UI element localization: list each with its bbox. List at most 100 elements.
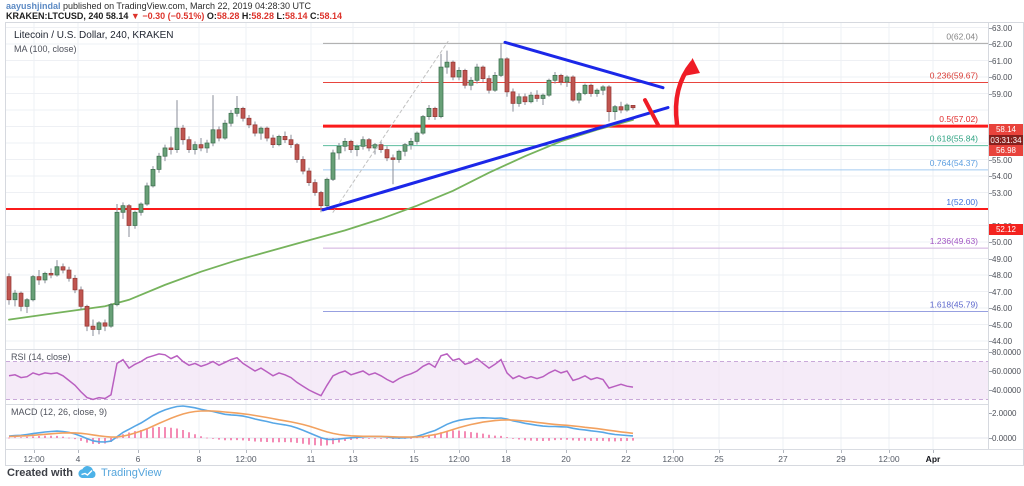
macd-axis-label: 0.0000 xyxy=(988,434,1017,443)
time-axis-label: 18 xyxy=(501,454,511,464)
time-axis-label: 22 xyxy=(621,454,631,464)
time-tick xyxy=(246,450,247,453)
rsi-axis-label: 40.0000 xyxy=(989,386,1021,395)
dashed-guide-line[interactable] xyxy=(332,41,449,213)
price-axis-label: 54.00 xyxy=(988,172,1013,181)
symbol-header: KRAKEN:LTCUSD, 240 58.14 ▼ −0.30 (−0.51%… xyxy=(6,11,342,21)
up-arrow-head xyxy=(684,57,700,76)
time-axis-label: 4 xyxy=(75,454,81,464)
chart-legend-title[interactable]: Litecoin / U.S. Dollar, 240, KRAKEN xyxy=(14,30,174,41)
price-axis-label: 44.00 xyxy=(988,337,1013,346)
rsi-line[interactable] xyxy=(8,353,634,401)
open-label: O: xyxy=(206,11,217,21)
time-axis-label: 6 xyxy=(135,454,141,464)
time-tick xyxy=(414,450,415,453)
low-value: 58.14 xyxy=(284,11,308,21)
rsi-band xyxy=(6,361,988,400)
price-axis-label: 47.00 xyxy=(988,287,1013,297)
time-tick xyxy=(841,450,842,453)
time-tick xyxy=(459,450,460,453)
time-axis-label: Apr xyxy=(925,454,941,464)
time-tick xyxy=(783,450,784,453)
price-badge: 56.98 xyxy=(989,145,1023,156)
price-axis-label: 59.00 xyxy=(988,89,1013,99)
time-axis-label: 25 xyxy=(714,454,724,464)
svg-text:0(62.04): 0(62.04) xyxy=(946,31,978,41)
high-label: H: xyxy=(241,11,252,21)
time-axis-label: 11 xyxy=(306,454,316,464)
time-axis-label: 27 xyxy=(778,454,788,464)
close-label: C: xyxy=(310,11,320,21)
price-axis-label: 62.00 xyxy=(988,40,1013,49)
price-pane[interactable]: 0(62.04) 0.236(59.67) 0.5(57.02) 0.618(55.8… xyxy=(6,23,988,349)
time-axis-label: 12:00 xyxy=(662,454,684,464)
created-with-footer: Created with TradingView xyxy=(7,466,162,479)
time-tick xyxy=(673,450,674,453)
tradingview-cloud-icon xyxy=(78,466,96,478)
time-axis[interactable]: 12:00 4 6 8 12:00 11 13 15 12:00 18 20 22 12:00 25 27 2… xyxy=(6,449,1023,465)
time-tick xyxy=(566,450,567,453)
time-tick xyxy=(34,450,35,453)
symbol-name[interactable]: KRAKEN:LTCUSD, 240 xyxy=(6,11,104,21)
publish-text: published on TradingView.com, March 22, … xyxy=(60,1,312,11)
ma100-line[interactable] xyxy=(8,119,634,321)
chart-container[interactable]: 0(62.04) 0.236(59.67) 0.5(57.02) 0.618(55.8… xyxy=(5,22,1024,466)
time-tick xyxy=(626,450,627,453)
price-badge: 52.12 xyxy=(989,224,1023,235)
time-axis-label: 12:00 xyxy=(23,454,45,464)
high-value: 58.28 xyxy=(251,11,274,21)
price-axis-label: 49.00 xyxy=(988,254,1013,264)
pane-separator[interactable] xyxy=(6,349,1023,350)
time-axis-label: 15 xyxy=(409,454,419,464)
bar-countdown-badge: 03:31:34 xyxy=(989,135,1023,146)
price-change: ▼ −0.30 (−0.51%) xyxy=(130,11,205,21)
time-axis-label: 12:00 xyxy=(448,454,470,464)
pane-separator[interactable] xyxy=(6,404,1023,405)
rsi-axis-label: 80.0000 xyxy=(989,348,1021,357)
price-axis-label: 63.00 xyxy=(988,23,1013,33)
rsi-label[interactable]: RSI (14, close) xyxy=(11,352,71,362)
blue-trendline[interactable] xyxy=(321,106,670,212)
time-tick xyxy=(311,450,312,453)
svg-text:0.618(55.84): 0.618(55.84) xyxy=(930,134,978,144)
rsi-pane[interactable] xyxy=(6,349,988,404)
ma-legend[interactable]: MA (100, close) xyxy=(14,44,77,54)
price-axis-label: 53.00 xyxy=(988,188,1013,198)
open-value: 58.28 xyxy=(216,11,240,21)
time-tick xyxy=(138,450,139,453)
candlesticks xyxy=(6,43,636,337)
tradingview-brand[interactable]: TradingView xyxy=(101,466,162,479)
time-axis-label: 29 xyxy=(836,454,846,464)
svg-text:1.236(49.63): 1.236(49.63) xyxy=(930,236,978,246)
macd-signal-line[interactable] xyxy=(8,410,634,438)
price-axis[interactable]: 63.0062.0061.0060.0059.0056.0055.0054.00… xyxy=(988,23,1023,449)
red-cross-mark[interactable] xyxy=(643,98,660,127)
svg-text:0.5(57.02): 0.5(57.02) xyxy=(939,114,978,124)
drawing-annotations[interactable] xyxy=(321,40,700,213)
author-link[interactable]: aayushjindal xyxy=(6,1,61,11)
time-tick xyxy=(933,450,934,453)
svg-text:0.236(59.67): 0.236(59.67) xyxy=(930,70,978,80)
time-axis-label: 13 xyxy=(348,454,358,464)
last-price: 58.14 xyxy=(105,11,129,21)
macd-label[interactable]: MACD (12, 26, close, 9) xyxy=(11,407,108,417)
created-with-text: Created with xyxy=(7,466,74,479)
blue-trendline[interactable] xyxy=(503,40,665,90)
time-axis-label: 8 xyxy=(196,454,202,464)
price-axis-label: 48.00 xyxy=(988,271,1013,280)
macd-pane[interactable] xyxy=(6,404,988,449)
price-axis-label: 61.00 xyxy=(988,56,1013,66)
time-tick xyxy=(353,450,354,453)
price-badge: 58.14 xyxy=(989,124,1023,135)
svg-text:0.764(54.37): 0.764(54.37) xyxy=(930,158,978,168)
price-axis-label: 45.00 xyxy=(988,320,1013,330)
time-axis-label: 12:00 xyxy=(878,454,900,464)
price-axis-label: 60.00 xyxy=(988,73,1013,82)
svg-text:1.618(45.79): 1.618(45.79) xyxy=(930,299,978,309)
price-axis-label: 46.00 xyxy=(988,304,1013,313)
time-tick xyxy=(889,450,890,453)
time-tick xyxy=(199,450,200,453)
time-tick xyxy=(78,450,79,453)
fib-retracement[interactable]: 0(62.04) 0.236(59.67) 0.5(57.02) 0.618(55.8… xyxy=(6,31,988,312)
macd-line[interactable] xyxy=(8,405,634,443)
